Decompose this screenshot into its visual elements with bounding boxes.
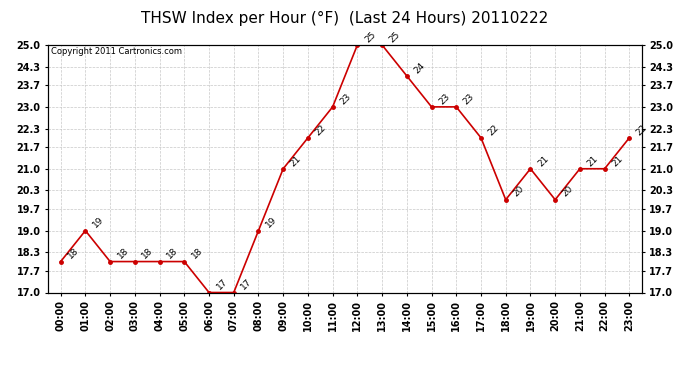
Text: 23: 23 xyxy=(437,92,451,106)
Text: 22: 22 xyxy=(635,123,649,137)
Text: THSW Index per Hour (°F)  (Last 24 Hours) 20110222: THSW Index per Hour (°F) (Last 24 Hours)… xyxy=(141,11,549,26)
Text: 22: 22 xyxy=(313,123,328,137)
Text: 19: 19 xyxy=(264,215,279,230)
Text: 23: 23 xyxy=(462,92,476,106)
Text: 24: 24 xyxy=(413,61,426,75)
Text: 18: 18 xyxy=(140,246,155,261)
Text: 25: 25 xyxy=(363,30,377,44)
Text: 18: 18 xyxy=(116,246,130,261)
Text: 20: 20 xyxy=(561,184,575,199)
Text: 23: 23 xyxy=(338,92,353,106)
Text: 21: 21 xyxy=(585,154,600,168)
Text: 19: 19 xyxy=(91,215,106,230)
Text: 18: 18 xyxy=(66,246,81,261)
Text: 18: 18 xyxy=(190,246,204,261)
Text: 17: 17 xyxy=(239,277,254,292)
Text: 20: 20 xyxy=(511,184,526,199)
Text: Copyright 2011 Cartronics.com: Copyright 2011 Cartronics.com xyxy=(51,48,182,57)
Text: 21: 21 xyxy=(536,154,551,168)
Text: 17: 17 xyxy=(215,277,229,292)
Text: 25: 25 xyxy=(388,30,402,44)
Text: 21: 21 xyxy=(288,154,303,168)
Text: 18: 18 xyxy=(165,246,179,261)
Text: 22: 22 xyxy=(486,123,501,137)
Text: 21: 21 xyxy=(610,154,624,168)
